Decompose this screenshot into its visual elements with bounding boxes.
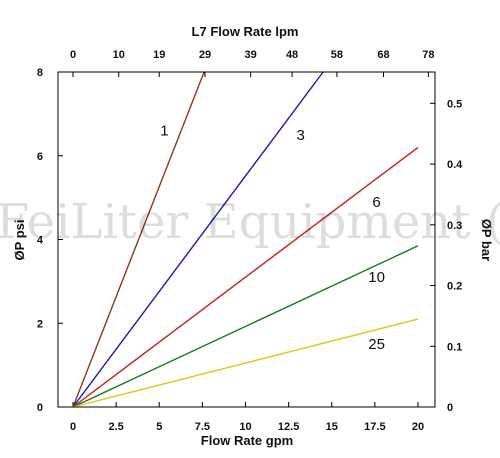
top-tick-label: 48 (286, 49, 298, 61)
left-axis: 0 2 4 6 8 (37, 67, 63, 414)
series-label-6: 6 (372, 194, 380, 211)
series-line-10 (72, 245, 419, 408)
y-axis-title: ØP psi (12, 220, 27, 261)
y-tick-label: 4 (37, 235, 44, 247)
top-tick-label: 29 (199, 49, 211, 61)
y-tick-label: 2 (37, 318, 43, 330)
y2-tick-label: 0 (447, 402, 453, 414)
series-line-1 (72, 71, 205, 408)
series-lines (72, 71, 419, 408)
x-tick-label: 7.5 (195, 421, 210, 433)
series-label-3: 3 (297, 127, 305, 144)
top-tick-label: 0 (70, 49, 76, 61)
x-tick-label: 10 (239, 421, 251, 433)
y2-tick-label: 0.4 (447, 159, 463, 171)
x-tick-label: 17.5 (364, 421, 385, 433)
y2-tick-label: 0.1 (447, 341, 462, 353)
bottom-axis: 0 2.5 5 7.5 10 12.5 15 17.5 20 (70, 402, 424, 433)
x-axis-title: Flow Rate gpm (201, 433, 293, 448)
x-tick-label: 2.5 (108, 421, 123, 433)
series-label-10: 10 (368, 269, 385, 286)
watermark: FeiLiter Equipment ( (0, 194, 500, 250)
x-tick-label: 0 (70, 421, 76, 433)
top-tick-label: 10 (113, 49, 125, 61)
top-tick-label: 58 (331, 49, 343, 61)
top-tick-label: 19 (153, 49, 165, 61)
chart-title: L7 Flow Rate lpm (192, 24, 299, 39)
right-axis: 0 0.1 0.2 0.3 0.4 0.5 (430, 98, 463, 414)
top-axis: 0 10 19 29 39 48 58 68 78 (70, 49, 434, 77)
series-line-3 (72, 71, 324, 408)
top-tick-label: 68 (377, 49, 389, 61)
x-tick-label: 15 (326, 421, 338, 433)
y2-tick-label: 0.5 (447, 98, 462, 110)
x-tick-label: 20 (412, 421, 424, 433)
y-tick-label: 0 (37, 402, 43, 414)
plot-frame (57, 71, 436, 408)
top-tick-label: 78 (422, 49, 434, 61)
series-label-1: 1 (160, 123, 168, 140)
y2-tick-label: 0.3 (447, 220, 462, 232)
series-labels: 1 3 6 10 25 (160, 123, 385, 354)
x-tick-label: 12.5 (278, 421, 299, 433)
y-tick-label: 8 (37, 67, 43, 79)
y2-axis-title: ØP bar (479, 219, 494, 261)
series-line-6 (72, 146, 419, 408)
top-tick-label: 39 (245, 49, 257, 61)
y-tick-label: 6 (37, 151, 43, 163)
y2-tick-label: 0.2 (447, 281, 462, 293)
series-label-25: 25 (368, 336, 385, 353)
series-line-25 (72, 318, 419, 408)
x-tick-label: 5 (156, 421, 162, 433)
